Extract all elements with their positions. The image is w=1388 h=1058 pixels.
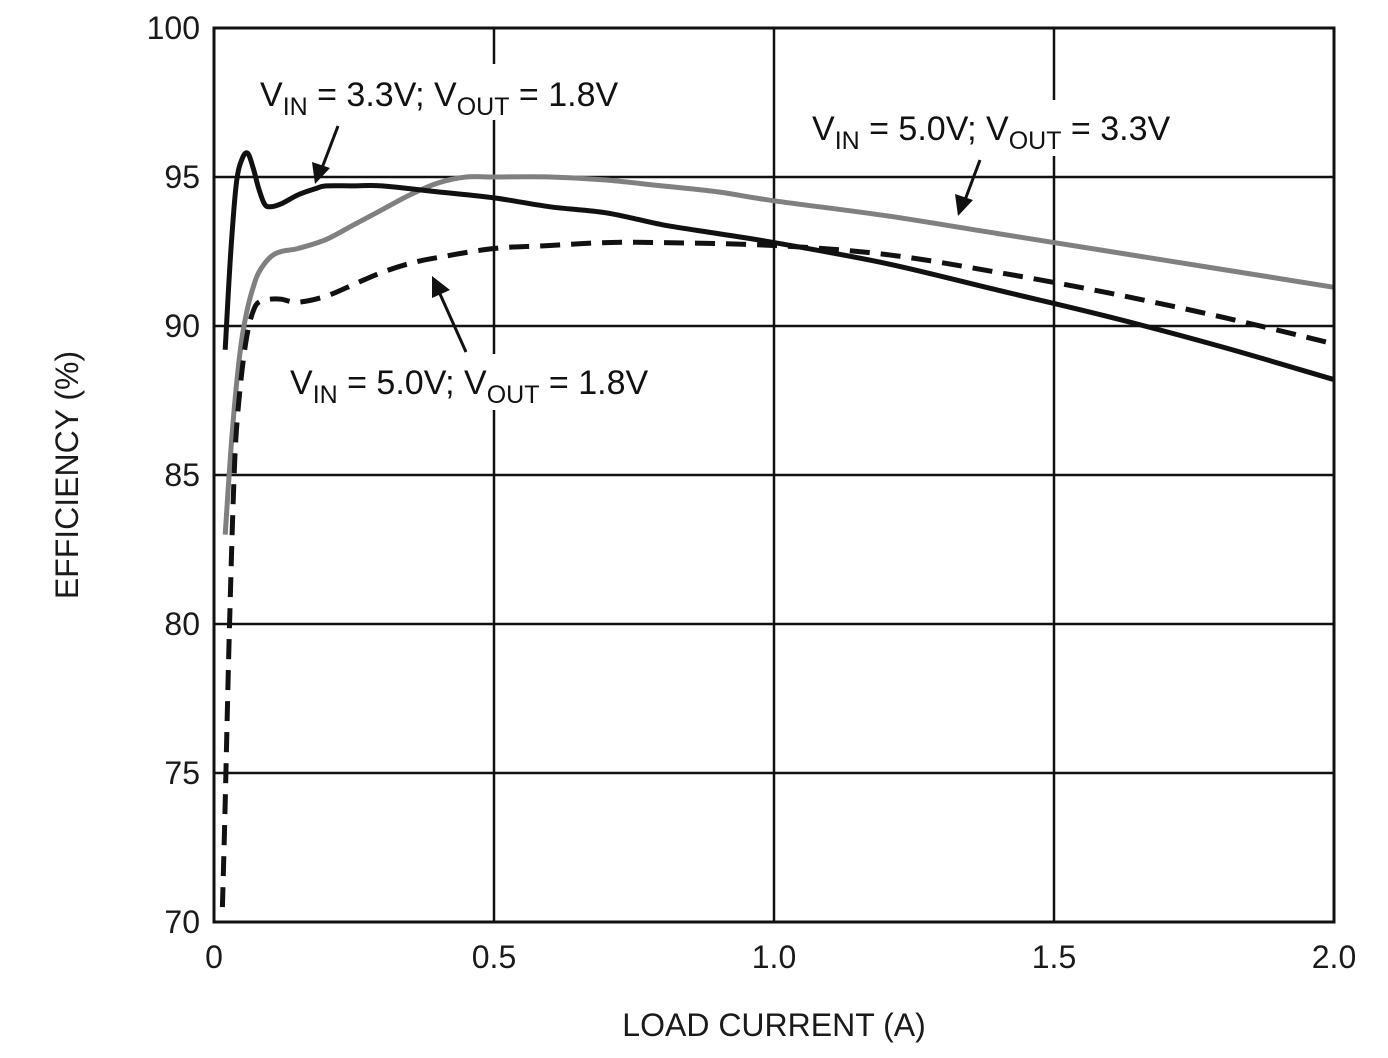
- series-line-1: [222, 174, 1335, 535]
- series-line-0: [222, 150, 1335, 383]
- annotation-arrow-line: [320, 125, 340, 169]
- y-axis-title: EFFICIENCY (%): [49, 351, 85, 599]
- x-tick-label: 1.0: [752, 939, 796, 975]
- x-tick-label: 1.5: [1032, 939, 1076, 975]
- x-tick-label: 0.5: [472, 939, 516, 975]
- annotation-arrow-line: [438, 293, 468, 353]
- x-axis-title: LOAD CURRENT (A): [622, 1007, 925, 1043]
- annotation-vin50-vout18: VIN = 5.0V; VOUT = 1.8V: [286, 276, 712, 410]
- annotation-arrow-line: [963, 159, 982, 201]
- annotation-arrowhead: [312, 162, 330, 184]
- annotation-vin33-vout18: VIN = 3.3V; VOUT = 1.8V: [256, 64, 676, 184]
- series-line-2: [219, 239, 1335, 908]
- x-tick-label: 2.0: [1312, 939, 1356, 975]
- annotation-label: VIN = 3.3V; VOUT = 1.8V: [260, 76, 618, 121]
- plot-frame: [212, 26, 1336, 924]
- y-tick-label: 85: [164, 457, 200, 493]
- y-tick-label: 70: [164, 904, 200, 940]
- annotation-label: VIN = 5.0V; VOUT = 1.8V: [290, 364, 648, 409]
- x-tick-labels: 0 0.5 1.0 1.5 2.0: [205, 939, 1356, 975]
- y-tick-label: 80: [164, 606, 200, 642]
- annotation-label: VIN = 5.0V; VOUT = 3.3V: [812, 110, 1170, 155]
- x-tick-label: 0: [205, 939, 223, 975]
- y-tick-label: 90: [164, 308, 200, 344]
- annotation-arrowhead: [955, 194, 973, 216]
- annotation-arrowhead: [432, 276, 450, 298]
- y-tick-labels: 70 75 80 85 90 95 100: [147, 10, 200, 940]
- y-tick-label: 100: [147, 10, 200, 46]
- annotation-vin50-vout33: VIN = 5.0V; VOUT = 3.3V: [808, 100, 1236, 216]
- y-tick-label: 95: [164, 159, 200, 195]
- grid-lines: [214, 28, 1334, 922]
- y-tick-label: 75: [164, 755, 200, 791]
- series-group: [219, 150, 1335, 908]
